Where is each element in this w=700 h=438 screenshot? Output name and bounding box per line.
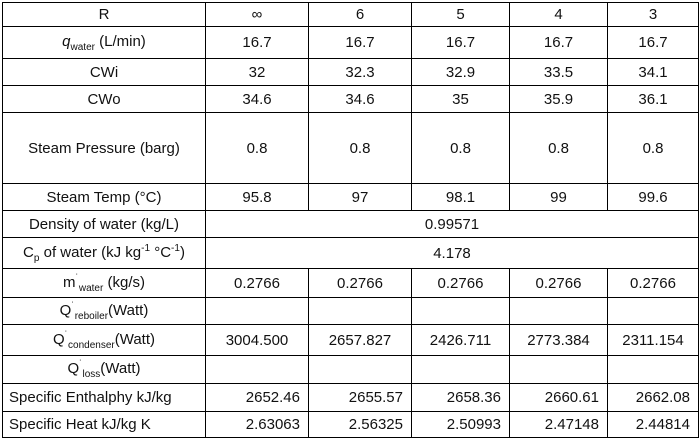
label-cp: Cp of water (kJ kg-1 °C-1): [2, 237, 206, 269]
cell: 2652.46: [205, 383, 309, 412]
row-density: Density of water (kg/L) 0.99571: [2, 210, 699, 238]
cell: 2311.154: [607, 324, 699, 356]
row-cwo: CWo 34.6 34.6 35 35.9 36.1: [2, 85, 699, 113]
cell: 97: [308, 183, 412, 211]
row-m-water: m˙water (kg/s) 0.2766 0.2766 0.2766 0.27…: [2, 268, 699, 298]
cell: 0.8: [308, 112, 412, 184]
row-cwi: CWi 32 32.3 32.9 33.5 34.1: [2, 58, 699, 86]
row-q-loss: Q˙loss(Watt): [2, 355, 699, 384]
cell: 2.56325: [308, 411, 412, 438]
cell: 34.6: [308, 85, 412, 113]
row-steam-temp: Steam Temp (°C) 95.8 97 98.1 99 99.6: [2, 183, 699, 211]
cell: 2.44814: [607, 411, 699, 438]
cell: [308, 297, 412, 325]
cell: 2657.827: [308, 324, 412, 356]
cell: 2426.711: [411, 324, 510, 356]
cell: [411, 355, 510, 384]
cell: 16.7: [411, 26, 510, 59]
cell: 33.5: [509, 58, 608, 86]
cell: 16.7: [607, 26, 699, 59]
cell: 34.6: [205, 85, 309, 113]
cell: 2658.36: [411, 383, 510, 412]
cell: 34.1: [607, 58, 699, 86]
merged-cell: 4.178: [205, 237, 699, 269]
cell: 2.50993: [411, 411, 510, 438]
label-q-condenser: Q˙condenser(Watt): [2, 324, 206, 356]
cell: 0.8: [411, 112, 510, 184]
cell: 35: [411, 85, 510, 113]
label-specific-heat: Specific Heat kJ/kg K: [2, 411, 206, 438]
header-row: R ∞ 6 5 4 3: [2, 2, 699, 27]
row-q-water: qwater (L/min) 16.7 16.7 16.7 16.7 16.7: [2, 26, 699, 59]
header-r-5: 5: [411, 2, 510, 27]
cell: 0.2766: [308, 268, 412, 298]
cell: [205, 355, 309, 384]
cell: 0.8: [607, 112, 699, 184]
cell: 0.2766: [411, 268, 510, 298]
cell: 0.8: [205, 112, 309, 184]
cell: [308, 355, 412, 384]
header-r-3: 3: [607, 2, 699, 27]
row-specific-enthalpy: Specific Enthalphy kJ/kg 2652.46 2655.57…: [2, 383, 699, 412]
label-q-water: qwater (L/min): [2, 26, 206, 59]
cell: 0.2766: [509, 268, 608, 298]
label-q-reboiler: Q˙reboiler(Watt): [2, 297, 206, 325]
label-specific-enthalpy: Specific Enthalphy kJ/kg: [2, 383, 206, 412]
cell: 36.1: [607, 85, 699, 113]
cell: 0.8: [509, 112, 608, 184]
label-steam-temp: Steam Temp (°C): [2, 183, 206, 211]
row-steam-pressure: Steam Pressure (barg) 0.8 0.8 0.8 0.8 0.…: [2, 112, 699, 184]
cell: [509, 355, 608, 384]
label-steam-pressure: Steam Pressure (barg): [2, 112, 206, 184]
cell: 99.6: [607, 183, 699, 211]
row-q-condenser: Q˙condenser(Watt) 3004.500 2657.827 2426…: [2, 324, 699, 356]
label-cwi: CWi: [2, 58, 206, 86]
cell: 0.2766: [205, 268, 309, 298]
cell: 2660.61: [509, 383, 608, 412]
cell: 16.7: [308, 26, 412, 59]
cell: 3004.500: [205, 324, 309, 356]
header-r-infinity: ∞: [205, 2, 309, 27]
row-specific-heat: Specific Heat kJ/kg K 2.63063 2.56325 2.…: [2, 411, 699, 438]
cell: 32.3: [308, 58, 412, 86]
cell: 2.47148: [509, 411, 608, 438]
cell: 2662.08: [607, 383, 699, 412]
cell: 99: [509, 183, 608, 211]
cell: 35.9: [509, 85, 608, 113]
cell: 16.7: [205, 26, 309, 59]
cell: 0.2766: [607, 268, 699, 298]
row-q-reboiler: Q˙reboiler(Watt): [2, 297, 699, 325]
label-density: Density of water (kg/L): [2, 210, 206, 238]
label-m-water: m˙water (kg/s): [2, 268, 206, 298]
cell: 95.8: [205, 183, 309, 211]
header-r: R: [2, 2, 206, 27]
cell: 2655.57: [308, 383, 412, 412]
cell: 98.1: [411, 183, 510, 211]
header-r-6: 6: [308, 2, 412, 27]
cell: [205, 297, 309, 325]
cell: [607, 355, 699, 384]
header-r-4: 4: [509, 2, 608, 27]
cell: [607, 297, 699, 325]
cell: 32.9: [411, 58, 510, 86]
merged-cell: 0.99571: [205, 210, 699, 238]
cell: [411, 297, 510, 325]
row-cp: Cp of water (kJ kg-1 °C-1) 4.178: [2, 237, 699, 269]
cell: 32: [205, 58, 309, 86]
cell: 2773.384: [509, 324, 608, 356]
cell: 2.63063: [205, 411, 309, 438]
cell: 16.7: [509, 26, 608, 59]
label-cwo: CWo: [2, 85, 206, 113]
cell: [509, 297, 608, 325]
label-q-loss: Q˙loss(Watt): [2, 355, 206, 384]
